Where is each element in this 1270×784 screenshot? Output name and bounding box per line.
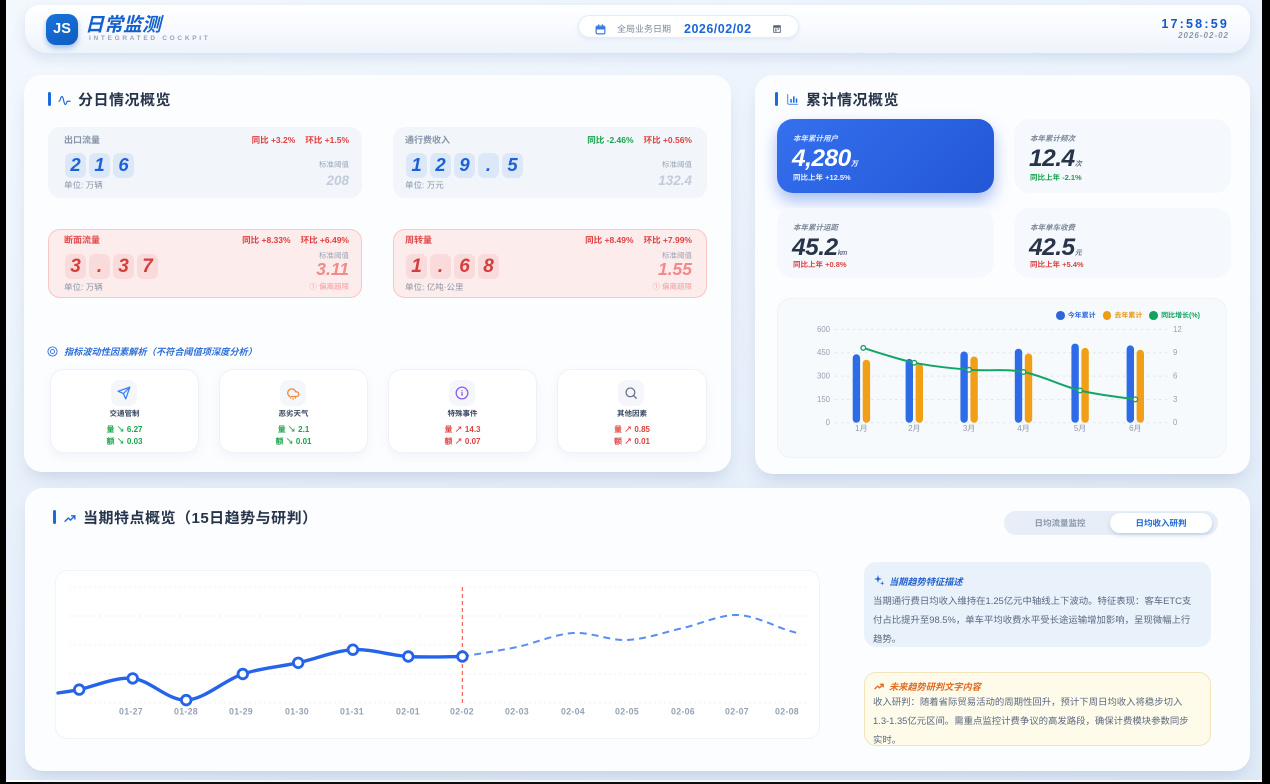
svg-text:01-31: 01-31 [340, 707, 364, 717]
svg-text:9: 9 [1173, 348, 1177, 357]
svg-text:02-02: 02-02 [450, 707, 474, 717]
svg-text:02-05: 02-05 [615, 707, 639, 717]
svg-text:450: 450 [817, 348, 831, 357]
svg-text:02-08: 02-08 [775, 707, 799, 717]
svg-text:5月: 5月 [1074, 424, 1086, 433]
svg-text:3月: 3月 [963, 424, 975, 433]
svg-text:1月: 1月 [855, 424, 867, 433]
svg-text:01-28: 01-28 [174, 707, 198, 717]
svg-text:12: 12 [1173, 325, 1182, 334]
svg-text:02-04: 02-04 [561, 707, 585, 717]
svg-text:0: 0 [826, 418, 831, 427]
svg-text:3: 3 [1173, 395, 1177, 404]
svg-text:2月: 2月 [908, 424, 920, 433]
svg-text:4月: 4月 [1017, 424, 1029, 433]
svg-text:02-01: 02-01 [396, 707, 420, 717]
svg-text:02-07: 02-07 [725, 707, 749, 717]
svg-text:6月: 6月 [1129, 424, 1141, 433]
svg-text:02-06: 02-06 [671, 707, 695, 717]
svg-text:01-29: 01-29 [229, 707, 253, 717]
svg-text:01-30: 01-30 [285, 707, 309, 717]
svg-text:600: 600 [817, 325, 831, 334]
svg-text:150: 150 [817, 395, 831, 404]
svg-text:0: 0 [1173, 418, 1178, 427]
svg-text:300: 300 [817, 372, 831, 381]
svg-text:02-03: 02-03 [505, 707, 529, 717]
svg-text:6: 6 [1173, 372, 1177, 381]
svg-text:01-27: 01-27 [119, 707, 143, 717]
